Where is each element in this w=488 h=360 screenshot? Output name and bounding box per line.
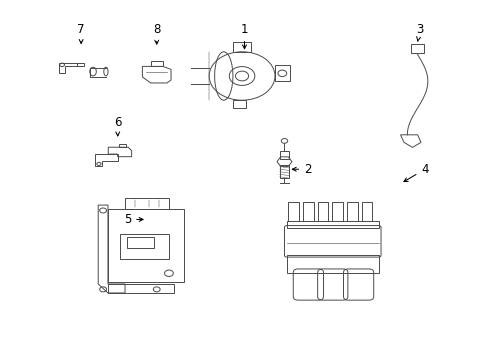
Text: 1: 1 <box>240 23 248 49</box>
Bar <box>108 209 183 282</box>
Bar <box>361 202 371 221</box>
Text: 6: 6 <box>114 116 121 136</box>
Bar <box>303 202 313 221</box>
Text: 8: 8 <box>153 23 160 44</box>
Text: 7: 7 <box>77 23 85 43</box>
Bar <box>317 202 328 221</box>
Bar <box>286 221 378 228</box>
Text: 4: 4 <box>403 163 428 181</box>
Text: 3: 3 <box>415 23 423 41</box>
Bar <box>346 202 357 221</box>
Bar <box>288 202 299 221</box>
Bar <box>331 202 342 221</box>
Bar <box>286 255 378 273</box>
Text: 5: 5 <box>123 213 143 226</box>
Bar <box>127 237 154 248</box>
Text: 2: 2 <box>292 163 311 176</box>
Bar <box>120 234 168 259</box>
